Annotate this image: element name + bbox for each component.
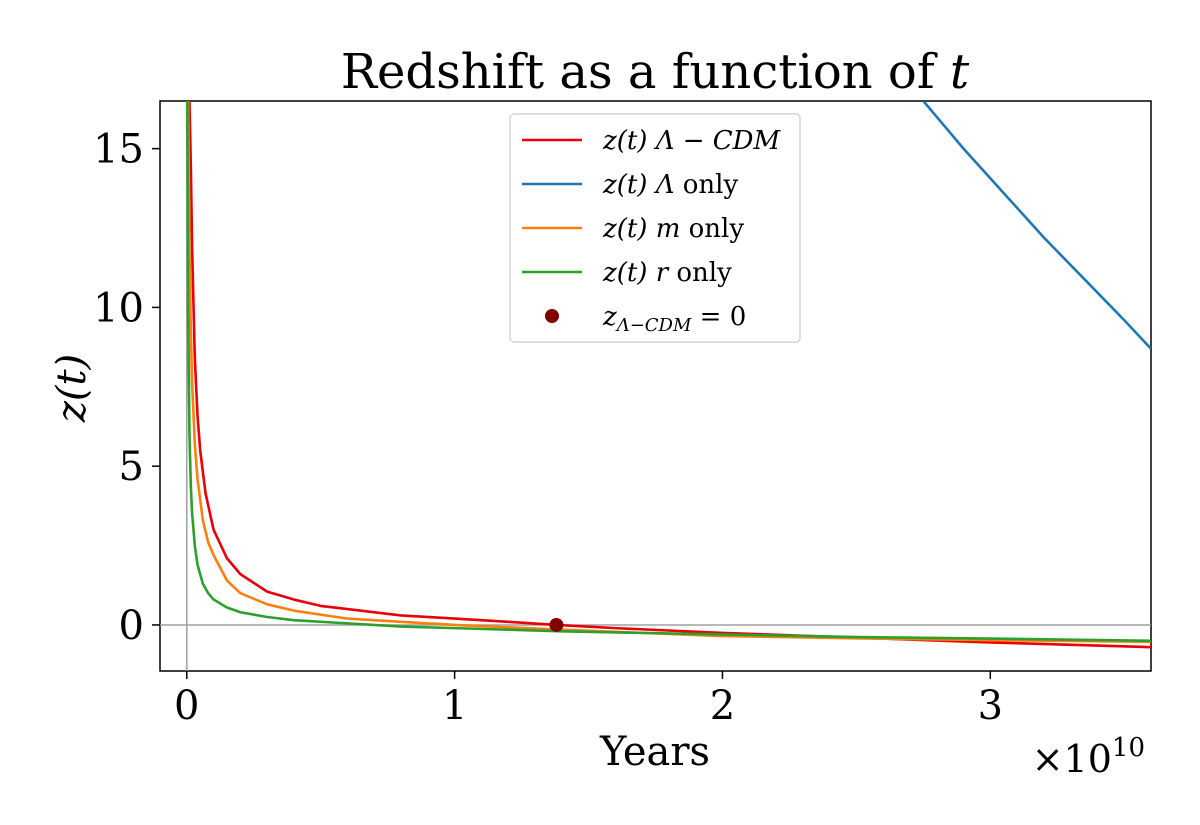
y-tick-label: 10 xyxy=(93,285,144,331)
marker-point-0 xyxy=(549,617,564,632)
legend-entry-2: z(t) m only xyxy=(522,214,744,244)
y-tick-label: 0 xyxy=(119,603,144,649)
chart-title-text: Redshift as a function of xyxy=(341,44,938,100)
legend-label: z(t) r only xyxy=(602,258,732,288)
legend-label: z(t) m only xyxy=(602,214,744,244)
series-line-0 xyxy=(188,101,1151,649)
legend-entry-0: z(t) Λ − CDM xyxy=(522,126,782,156)
series-line-1 xyxy=(922,101,1151,350)
y-axis-label: z(t) xyxy=(49,354,95,423)
y-tick-label: 5 xyxy=(119,444,144,490)
legend-label: z(t) Λ − CDM xyxy=(602,126,782,156)
plot-frame xyxy=(159,100,1152,672)
chart-title-var: t xyxy=(950,44,970,100)
series-layer xyxy=(186,101,1151,649)
legend-label: z(t) Λ only xyxy=(602,170,738,200)
legend-marker xyxy=(545,309,559,323)
x-tick-label: 1 xyxy=(442,683,467,729)
x-tick-label: 2 xyxy=(710,683,735,729)
legend-label: zΛ−CDM = 0 xyxy=(602,302,746,336)
x-tick-label: 0 xyxy=(174,683,199,729)
x-multiplier-base: ×10 xyxy=(1032,737,1112,781)
x-axis: 0 1 2 3 xyxy=(174,671,1003,729)
legend-entry-4: zΛ−CDM = 0 xyxy=(545,302,746,336)
plot-area xyxy=(159,100,1152,672)
series-line-3 xyxy=(186,101,1151,643)
x-multiplier-exponent: 10 xyxy=(1112,733,1145,763)
y-tick-label: 15 xyxy=(93,127,144,173)
x-tick-label: 3 xyxy=(978,683,1003,729)
legend-box xyxy=(509,113,801,343)
y-axis: 0 5 10 15 xyxy=(93,127,160,649)
points-layer xyxy=(549,617,564,632)
x-axis-label: Years xyxy=(599,729,710,775)
x-axis-multiplier: ×1010 xyxy=(1032,733,1145,781)
legend: z(t) Λ − CDM z(t) Λ only z(t) m only z(t) r… xyxy=(509,113,801,343)
chart-title: Redshift as a function of t xyxy=(341,44,970,100)
legend-entry-3: z(t) r only xyxy=(522,258,732,288)
legend-entry-1: z(t) Λ only xyxy=(522,170,738,200)
